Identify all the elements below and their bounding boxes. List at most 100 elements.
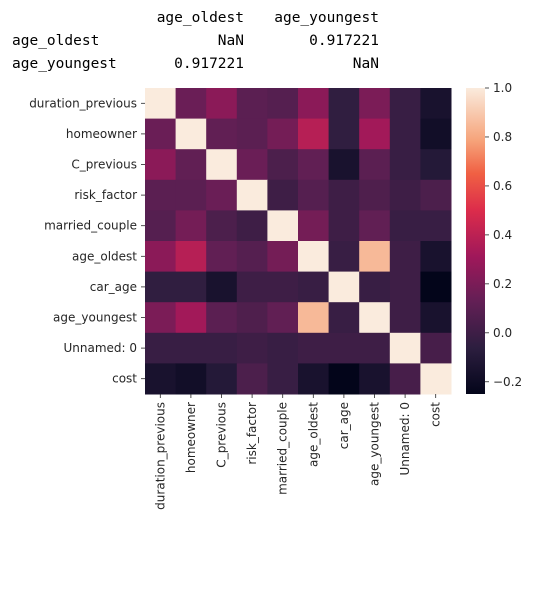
column-header: age_youngest: [255, 8, 379, 28]
heatmap-cell-6-4: [267, 272, 298, 303]
heatmap-cell-3-4: [267, 180, 298, 211]
heatmap-cell-9-2: [206, 363, 237, 394]
heatmap-cell-1-0: [145, 119, 176, 150]
heatmap-cell-2-4: [267, 149, 298, 180]
heatmap-cell-8-1: [176, 333, 207, 364]
heatmap-cell-5-9: [420, 241, 451, 272]
heatmap-cell-3-7: [359, 180, 390, 211]
x-tick-label: age_youngest: [368, 402, 382, 486]
heatmap-cell-1-7: [359, 119, 390, 150]
y-tick-label: duration_previous: [29, 96, 137, 110]
y-tick-label: risk_factor: [74, 188, 137, 202]
heatmap-cell-4-4: [267, 210, 298, 241]
heatmap-cell-6-8: [390, 272, 421, 303]
heatmap-cell-0-5: [298, 88, 329, 119]
x-tick-label: risk_factor: [245, 402, 259, 465]
heatmap-cell-5-5: [298, 241, 329, 272]
heatmap-cell-4-6: [329, 210, 360, 241]
heatmap-cell-6-9: [420, 272, 451, 303]
heatmap-cell-7-6: [329, 302, 360, 333]
heatmap-cell-5-4: [267, 241, 298, 272]
y-tick-label: Unnamed: 0: [63, 341, 137, 355]
heatmap-cell-8-2: [206, 333, 237, 364]
heatmap-cell-9-1: [176, 363, 207, 394]
y-tick-label: C_previous: [71, 158, 137, 172]
colorbar-tick-label: 0.4: [493, 228, 512, 242]
heatmap-cell-2-5: [298, 149, 329, 180]
heatmap-cell-7-1: [176, 302, 207, 333]
heatmap-cell-3-1: [176, 180, 207, 211]
heatmap-cell-1-5: [298, 119, 329, 150]
heatmap-cell-4-0: [145, 210, 176, 241]
heatmap-cell-4-3: [237, 210, 268, 241]
heatmap-cell-6-3: [237, 272, 268, 303]
heatmap-cell-9-7: [359, 363, 390, 394]
x-tick-label: cost: [429, 402, 443, 427]
colorbar-tick-label: 1.0: [493, 81, 512, 95]
y-tick-label: age_youngest: [53, 311, 137, 325]
y-tick-label: married_couple: [44, 219, 137, 233]
heatmap-cell-3-9: [420, 180, 451, 211]
heatmap-cell-2-6: [329, 149, 360, 180]
heatmap-cell-8-8: [390, 333, 421, 364]
x-tick-label: duration_previous: [153, 402, 167, 510]
heatmap-cell-5-0: [145, 241, 176, 272]
column-header: age_oldest: [120, 8, 244, 28]
heatmap-cell-9-5: [298, 363, 329, 394]
colorbar-tick-label: −0.2: [493, 375, 522, 389]
x-tick-label: car_age: [337, 402, 351, 449]
x-tick-label: age_oldest: [306, 402, 320, 467]
heatmap-cell-5-8: [390, 241, 421, 272]
heatmap-cell-1-8: [390, 119, 421, 150]
heatmap-cell-7-4: [267, 302, 298, 333]
row-label: age_youngest: [12, 54, 117, 74]
heatmap-cell-6-5: [298, 272, 329, 303]
x-tick-label: Unnamed: 0: [398, 402, 412, 476]
heatmap-cell-2-3: [237, 149, 268, 180]
heatmap-cell-0-6: [329, 88, 360, 119]
heatmap-cell-2-7: [359, 149, 390, 180]
heatmap-cell-0-8: [390, 88, 421, 119]
heatmap-cell-2-2: [206, 149, 237, 180]
heatmap-cell-8-3: [237, 333, 268, 364]
y-tick-label: cost: [112, 372, 137, 386]
heatmap-cell-3-8: [390, 180, 421, 211]
heatmap-cell-6-2: [206, 272, 237, 303]
heatmap-cell-7-2: [206, 302, 237, 333]
heatmap-cell-4-8: [390, 210, 421, 241]
row-label: age_oldest: [12, 31, 99, 51]
heatmap-cell-5-3: [237, 241, 268, 272]
heatmap-cell-3-6: [329, 180, 360, 211]
heatmap-cell-9-4: [267, 363, 298, 394]
colorbar: [466, 88, 485, 394]
heatmap-cell-3-2: [206, 180, 237, 211]
heatmap-cell-2-0: [145, 149, 176, 180]
heatmap-cell-1-2: [206, 119, 237, 150]
heatmap-cell-6-1: [176, 272, 207, 303]
heatmap-cell-5-2: [206, 241, 237, 272]
colorbar-tick-label: 0.2: [493, 277, 512, 291]
heatmap-cell-2-9: [420, 149, 451, 180]
heatmap-cell-6-0: [145, 272, 176, 303]
heatmap-cell-8-9: [420, 333, 451, 364]
heatmap-cell-0-3: [237, 88, 268, 119]
heatmap-cell-4-9: [420, 210, 451, 241]
heatmap-cell-9-8: [390, 363, 421, 394]
x-tick-label: C_previous: [215, 402, 229, 468]
table-cell: NaN: [255, 54, 379, 74]
x-tick-label: homeowner: [184, 402, 198, 473]
heatmap-cell-8-0: [145, 333, 176, 364]
x-tick-label: married_couple: [276, 402, 290, 495]
heatmap-cell-8-6: [329, 333, 360, 364]
heatmap-cell-2-8: [390, 149, 421, 180]
heatmap-cell-0-1: [176, 88, 207, 119]
heatmap-cell-9-6: [329, 363, 360, 394]
heatmap-cell-1-3: [237, 119, 268, 150]
heatmap-cell-1-9: [420, 119, 451, 150]
heatmap-cell-3-3: [237, 180, 268, 211]
heatmap-cell-9-9: [420, 363, 451, 394]
heatmap-cell-4-2: [206, 210, 237, 241]
table-cell: NaN: [120, 31, 244, 51]
heatmap-cell-7-5: [298, 302, 329, 333]
heatmap-cell-4-5: [298, 210, 329, 241]
